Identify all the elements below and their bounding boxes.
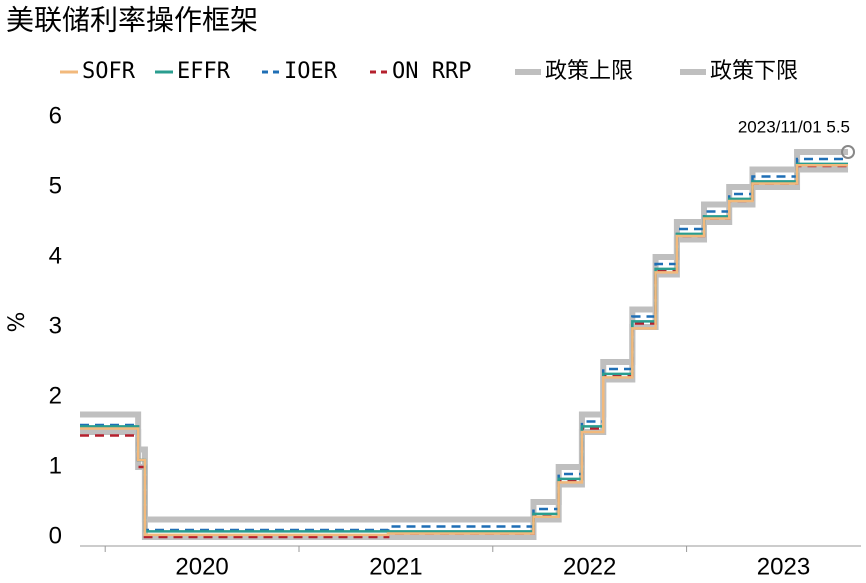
y-tick-label: 0 <box>49 522 62 549</box>
series-line <box>80 166 849 540</box>
y-tick-label: 6 <box>49 102 62 129</box>
series-line <box>80 157 849 532</box>
legend-label: IOER <box>284 59 338 84</box>
legend-label: ON RRP <box>392 59 471 84</box>
y-tick-label: 2 <box>49 382 62 409</box>
x-tick-label: 2021 <box>369 553 422 580</box>
series-line <box>80 162 849 533</box>
annotation: 2023/11/01 5.5 <box>738 117 850 136</box>
series-line <box>80 164 849 537</box>
x-tick-label: 2022 <box>563 553 616 580</box>
y-tick-label: 3 <box>49 312 62 339</box>
series-line <box>80 164 849 539</box>
y-axis-label: % <box>5 312 30 333</box>
y-tick-label: 1 <box>49 452 62 479</box>
legend-label: SOFR <box>82 59 136 84</box>
legend-label: 政策上限 <box>545 59 633 84</box>
legend-label: 政策下限 <box>710 59 798 84</box>
legend-label: EFFR <box>177 59 231 84</box>
annotation-marker <box>841 145 856 159</box>
x-tick-label: 2023 <box>757 553 810 580</box>
x-tick-label: 2020 <box>175 553 228 580</box>
y-tick-label: 5 <box>49 172 62 199</box>
y-tick-label: 4 <box>49 242 62 269</box>
chart-title: 美联储利率操作框架 <box>6 4 258 37</box>
